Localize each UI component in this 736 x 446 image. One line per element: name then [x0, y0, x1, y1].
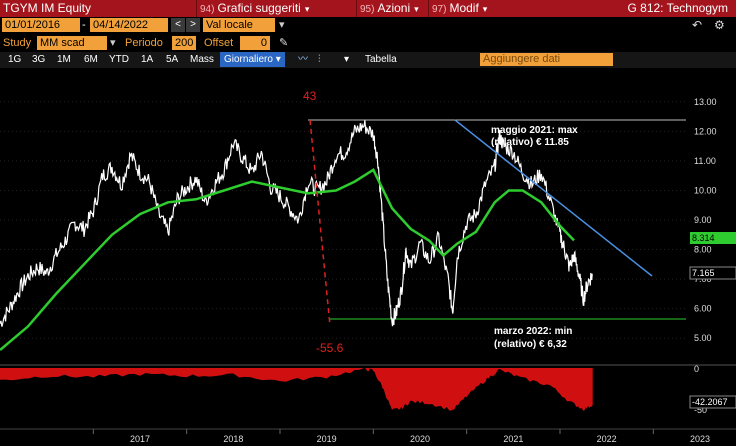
study-bar: Study MM scad ▾ Periodo 200 Offset 0 ✎: [0, 35, 736, 52]
separator: [356, 0, 357, 17]
frequency-select[interactable]: Giornaliero ▾: [220, 52, 285, 67]
separator: [196, 0, 197, 17]
range-3d-button[interactable]: 3G: [32, 54, 46, 65]
min-annotation-line2: (relativo) € 6,32: [494, 339, 567, 350]
range-6m-button[interactable]: 6M: [84, 54, 98, 65]
range-ytd-button[interactable]: YTD: [109, 54, 129, 65]
caret-down-icon[interactable]: ▾: [279, 19, 285, 31]
y-tick-label: 8.00: [694, 245, 712, 255]
drawdown-area: [0, 368, 593, 411]
caret-down-icon[interactable]: ▾: [110, 37, 116, 49]
x-tick-label: 2017: [130, 434, 150, 444]
pencil-icon[interactable]: ✎: [279, 37, 289, 49]
title-bar: TGYM IM Equity 94) Grafici suggeriti ▾ 95)…: [0, 0, 736, 17]
drawdown-dashed-line: [309, 119, 331, 327]
x-tick-label: 2019: [317, 434, 337, 444]
range-toolbar: 1G 3G 1M 6M YTD 1A 5A Mass Giornaliero ▾…: [0, 52, 736, 68]
range-1d-button[interactable]: 1G: [8, 54, 22, 65]
offset-input[interactable]: 0: [240, 36, 270, 50]
peak-label: 43: [303, 89, 317, 103]
range-1m-button[interactable]: 1M: [57, 54, 71, 65]
period-label: Periodo: [125, 37, 163, 49]
caret-down-icon[interactable]: ▾: [344, 54, 350, 65]
price-value-text: 7.165: [692, 268, 715, 278]
max-annotation-line1: maggio 2021: max: [491, 125, 578, 136]
end-date-input[interactable]: 04/14/2022: [90, 18, 168, 32]
menu-actions[interactable]: 95) Azioni ▾: [360, 1, 419, 15]
x-tick-label: 2020: [410, 434, 430, 444]
y-tick-label: 5.00: [694, 333, 712, 343]
offset-label: Offset: [204, 37, 234, 49]
y-tick-label: 6.00: [694, 304, 712, 314]
dd-value-text: -42.2067: [692, 397, 728, 407]
chevron-left-icon[interactable]: <: [171, 18, 185, 32]
currency-select[interactable]: Val locale: [203, 18, 275, 32]
undo-icon[interactable]: ↶: [692, 18, 703, 32]
add-data-input[interactable]: Aggiungere dati: [480, 53, 613, 66]
range-5y-button[interactable]: 5A: [166, 54, 179, 65]
chevron-right-icon[interactable]: >: [186, 18, 200, 32]
date-bar: 01/01/2016 - 04/14/2022 < > Val locale ▾…: [0, 17, 736, 35]
menu-label: Modif: [449, 1, 479, 15]
page-title: G 812: Technogym: [627, 1, 728, 15]
price-chart[interactable]: 13.0012.0011.0010.009.008.007.006.005.00…: [0, 68, 736, 446]
ma-value-badge: [690, 232, 736, 244]
menu-modify[interactable]: 97) Modif ▾: [432, 1, 487, 15]
caret-down-icon: ▾: [482, 4, 488, 14]
frequency-label: Giornaliero: [224, 54, 273, 65]
moving-average-line: [0, 167, 575, 351]
x-tick-label: 2018: [223, 434, 243, 444]
ticker-label[interactable]: TGYM IM Equity: [3, 1, 92, 15]
y-tick-label: 11.00: [694, 156, 716, 166]
trend-line: [454, 119, 653, 277]
y-tick-label: 12.00: [694, 126, 717, 136]
menu-label: Azioni: [377, 1, 411, 15]
menu-suggested-charts[interactable]: 94) Grafici suggeriti ▾: [200, 1, 309, 15]
caret-down-icon: ▾: [414, 4, 419, 14]
menu-num: 95): [360, 4, 375, 15]
start-date-input[interactable]: 01/01/2016: [2, 18, 80, 32]
dd-y-tick-50: -50: [694, 405, 707, 415]
caret-down-icon: ▾: [304, 4, 310, 14]
range-max-button[interactable]: Mass: [190, 54, 214, 65]
price-series-line: [0, 120, 593, 327]
dd-y-tick-0: 0: [694, 364, 699, 374]
settings-icon[interactable]: ⚙: [714, 18, 725, 32]
separator: [428, 0, 429, 17]
period-input[interactable]: 200: [172, 36, 196, 50]
menu-num: 97): [432, 4, 447, 15]
x-tick-label: 2022: [597, 434, 617, 444]
x-tick-label: 2023: [690, 434, 710, 444]
x-tick-label: 2021: [503, 434, 523, 444]
table-button[interactable]: Tabella: [365, 54, 397, 65]
candle-chart-icon[interactable]: ⫶: [318, 54, 321, 65]
study-label: Study: [3, 37, 32, 49]
y-tick-label: 10.00: [694, 185, 717, 195]
date-dash: -: [82, 19, 86, 31]
menu-label: Grafici suggeriti: [217, 1, 301, 15]
menu-num: 94): [200, 4, 215, 15]
line-chart-icon[interactable]: 〰: [298, 54, 308, 65]
max-annotation-line2: (relativo) € 11.85: [491, 137, 569, 148]
y-tick-label: 13.00: [694, 97, 717, 107]
ma-value-text: 8.314: [692, 233, 715, 243]
range-1y-button[interactable]: 1A: [141, 54, 154, 65]
min-annotation-line1: marzo 2022: min: [494, 326, 572, 337]
dd-value-badge: [689, 395, 736, 409]
x-axis: 2017 2018 2019 2020 2021 2022 2023: [92, 429, 710, 444]
price-value-badge: [689, 266, 736, 280]
study-select[interactable]: MM scad: [37, 36, 107, 50]
trough-label: -55.6: [316, 341, 344, 355]
y-tick-label: 9.00: [694, 215, 712, 225]
